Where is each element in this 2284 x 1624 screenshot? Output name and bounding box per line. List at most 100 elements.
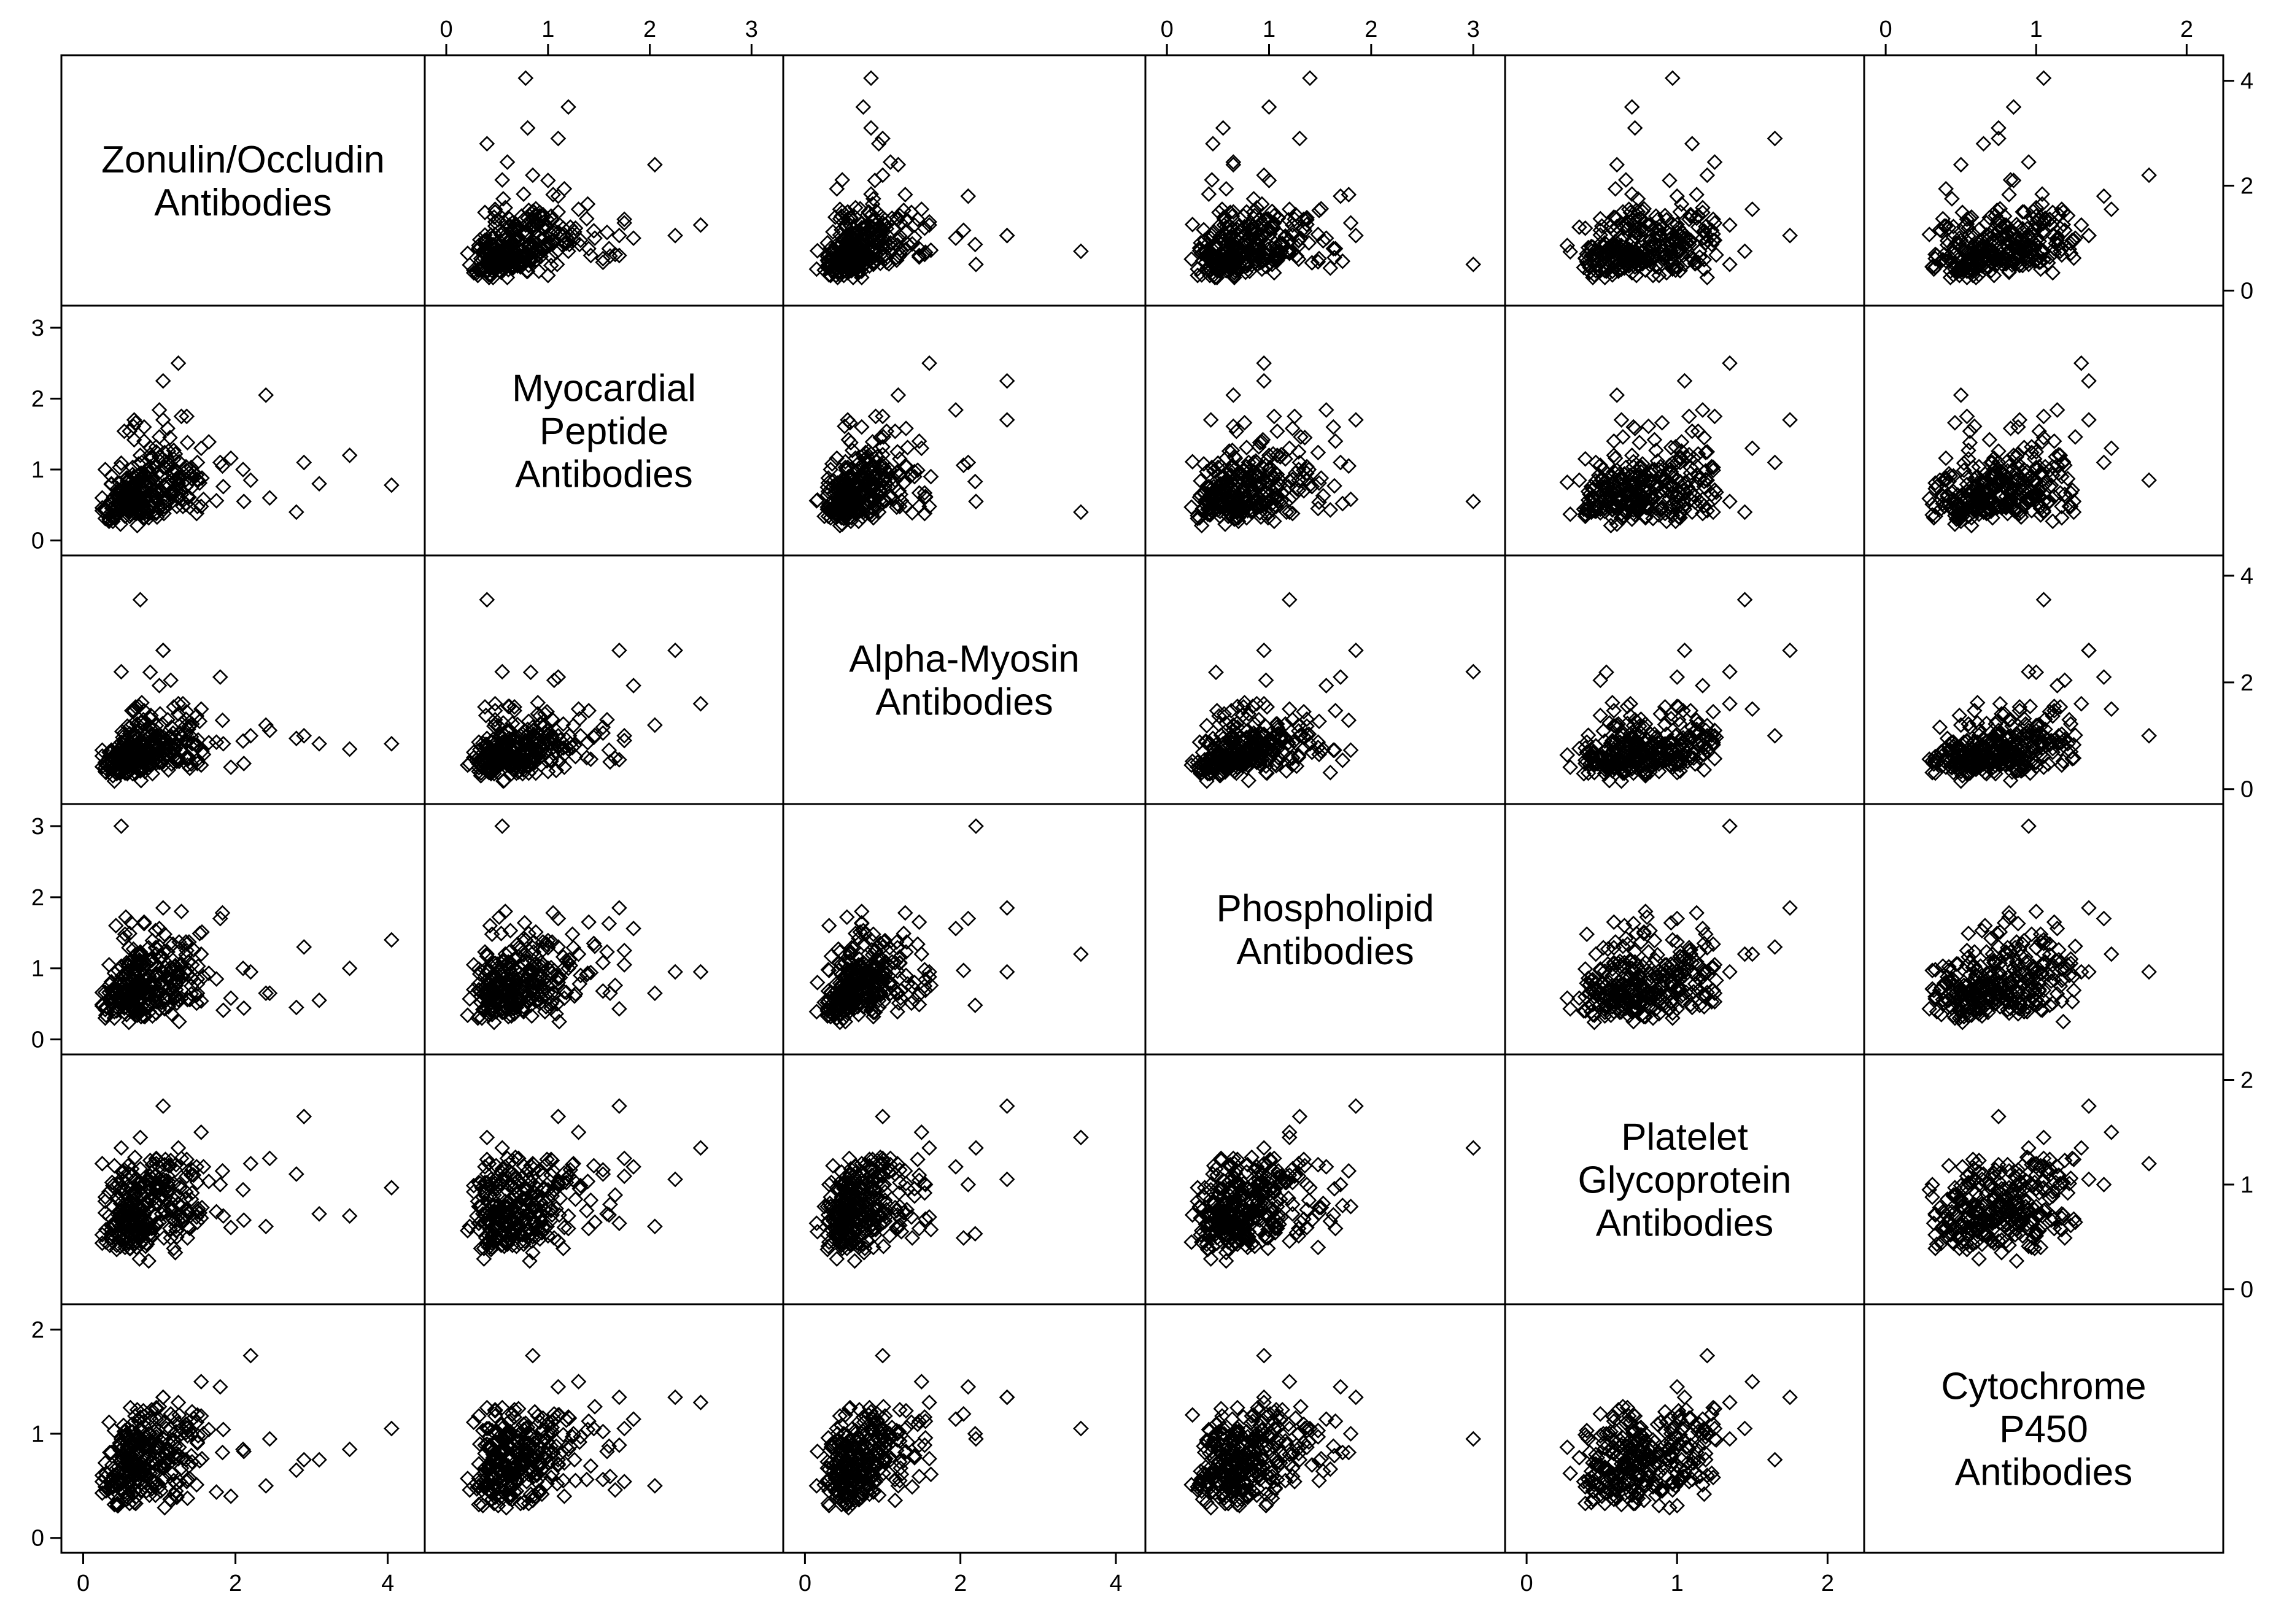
data-point [242, 472, 259, 489]
data-point [126, 412, 142, 428]
data-point [1326, 478, 1342, 494]
data-point [870, 136, 887, 152]
data-point [494, 663, 511, 680]
data-point [1311, 250, 1327, 267]
data-point [1278, 504, 1295, 520]
data-point [1996, 252, 2013, 268]
data-point [311, 992, 327, 1008]
data-point [160, 420, 176, 436]
data-point [498, 226, 514, 242]
data-point [1606, 209, 1622, 225]
data-point [1245, 218, 1261, 235]
data-point [867, 408, 884, 425]
data-point [1256, 355, 1272, 371]
data-point [877, 479, 893, 495]
y-tick-label-1-2: 2 [31, 387, 44, 412]
data-point [201, 434, 217, 450]
data-point [1947, 414, 1963, 431]
data-point [1201, 186, 1217, 203]
data-point [214, 458, 231, 474]
data-point [1248, 226, 1264, 242]
x-tick-label-3-3: 3 [1467, 17, 1480, 42]
data-point [1695, 199, 1711, 216]
y-tick-label-1-3: 3 [31, 315, 44, 341]
data-point [1690, 219, 1706, 235]
data-point [1223, 467, 1239, 484]
data-point [471, 238, 487, 253]
data-point [1966, 247, 1983, 264]
data-point [142, 446, 158, 463]
data-point [1681, 408, 1697, 425]
data-point [1571, 219, 1587, 235]
data-point [157, 453, 174, 470]
data-point [1284, 471, 1301, 488]
variable-label-4-line-2: Antibodies [1596, 1202, 1774, 1245]
data-point [235, 733, 251, 749]
data-point [2049, 402, 2065, 418]
data-point [1975, 136, 1992, 152]
data-point [2025, 211, 2042, 227]
data-point [2005, 238, 2022, 254]
data-point [2024, 226, 2040, 242]
data-point [108, 918, 124, 934]
variable-label-1-line-1: Peptide [540, 411, 668, 453]
data-point [543, 257, 559, 274]
x-tick-label-0-4: 4 [381, 1571, 394, 1596]
data-point [525, 218, 541, 234]
panel-3-4 [1504, 803, 1865, 1056]
data-point [921, 217, 937, 233]
data-point [601, 742, 617, 759]
data-point [1927, 259, 1943, 275]
data-point [1938, 450, 1954, 466]
data-point [968, 493, 984, 509]
data-point [114, 499, 130, 516]
data-point [473, 253, 489, 270]
data-point [296, 454, 312, 471]
data-point [215, 735, 231, 752]
data-point [1592, 222, 1609, 239]
data-point [860, 242, 876, 258]
data-point [837, 418, 853, 435]
data-point [2081, 227, 2097, 244]
data-point [865, 493, 881, 509]
data-point [911, 498, 927, 514]
data-point [1961, 220, 1976, 236]
data-point [522, 664, 539, 681]
data-point [857, 444, 874, 461]
data-point [2046, 244, 2062, 260]
data-point [1744, 440, 1760, 457]
data-point [535, 242, 551, 259]
data-point [1767, 130, 1783, 147]
data-point [341, 447, 358, 463]
data-point [1241, 772, 1257, 789]
data-point [155, 900, 171, 916]
data-point [1217, 482, 1233, 499]
data-point [1302, 70, 1318, 87]
data-point [607, 246, 624, 263]
data-point [1322, 764, 1339, 781]
data-point [889, 463, 905, 480]
data-point [948, 402, 964, 418]
data-point [1963, 209, 1980, 225]
data-point [147, 489, 164, 505]
data-point [171, 454, 187, 470]
data-point [1266, 207, 1282, 224]
data-point [898, 498, 914, 514]
data-point [1202, 412, 1219, 428]
data-point [525, 167, 541, 184]
data-point [528, 216, 545, 232]
data-point [168, 463, 184, 479]
data-point [1672, 204, 1688, 220]
data-point [808, 493, 825, 509]
data-point [840, 252, 857, 268]
data-point [1251, 247, 1267, 264]
data-point [1684, 504, 1700, 520]
data-point [2028, 199, 2045, 216]
y-tick-label-2-2: 2 [2240, 670, 2253, 696]
data-point [525, 204, 542, 220]
data-point [1932, 222, 1948, 238]
data-point [1736, 592, 1753, 608]
data-point [1284, 505, 1301, 522]
data-point [2037, 210, 2053, 226]
data-point [120, 473, 136, 490]
